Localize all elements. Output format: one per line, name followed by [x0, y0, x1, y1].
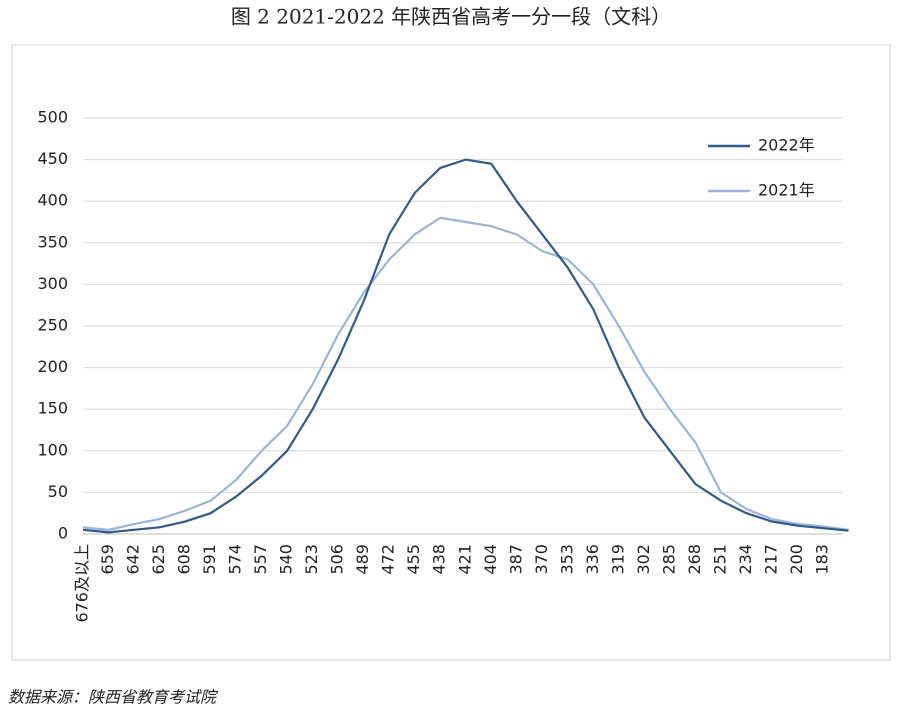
x-tick-label: 455: [404, 544, 423, 575]
x-tick-label: 540: [277, 544, 296, 575]
x-tick-label: 370: [532, 544, 551, 575]
x-tick-label: 251: [710, 544, 729, 575]
legend-label: 2022年: [758, 136, 815, 155]
x-tick-label: 472: [379, 544, 398, 575]
data-line: [82, 158, 849, 534]
x-tick-label: 574: [226, 544, 245, 575]
x-tick-label: 506: [328, 544, 347, 575]
x-tick-label: 268: [685, 544, 704, 575]
source-note: 数据来源：陕西省教育考试院: [8, 688, 219, 707]
y-tick-label: 200: [37, 357, 68, 376]
x-tick-label: 302: [634, 544, 653, 575]
x-tick-label: 285: [659, 544, 678, 575]
x-tick-label: 319: [608, 544, 627, 575]
x-tick-label: 353: [557, 544, 576, 575]
y-tick-label: 500: [37, 108, 68, 127]
x-tick-label: 625: [149, 544, 168, 575]
x-tick-label: 200: [787, 544, 806, 575]
x-tick-label: 608: [175, 544, 194, 575]
x-tick-label: 234: [736, 544, 755, 575]
chart-frame: [11, 44, 891, 661]
y-tick-label: 350: [37, 232, 68, 251]
x-tick-label: 523: [302, 544, 321, 575]
y-tick-label: 100: [37, 440, 68, 459]
x-tick-label: 676及以上: [73, 544, 92, 623]
x-tick-label: 183: [813, 544, 832, 575]
x-tick-label: 438: [430, 544, 449, 575]
y-tick-label: 250: [37, 316, 68, 335]
y-tick-label: 0: [58, 524, 68, 543]
y-tick-label: 450: [37, 149, 68, 168]
x-tick-label: 591: [200, 544, 219, 575]
y-tick-label: 300: [37, 274, 68, 293]
x-tick-label: 557: [251, 544, 270, 575]
data-line: [82, 216, 849, 531]
chart-title: 图 2 2021-2022 年陕西省高考一分一段（文科）: [231, 5, 671, 29]
x-tick-label: 421: [455, 544, 474, 575]
x-tick-label: 489: [353, 544, 372, 575]
x-tick-label: 336: [583, 544, 602, 575]
y-tick-label: 50: [48, 482, 68, 501]
y-tick-label: 150: [37, 399, 68, 418]
legend-label: 2021年: [758, 181, 815, 200]
x-tick-label: 659: [98, 544, 117, 575]
y-tick-label: 400: [37, 191, 68, 210]
x-tick-label: 404: [481, 544, 500, 575]
x-tick-label: 642: [124, 544, 143, 575]
x-tick-label: 217: [761, 544, 780, 575]
x-tick-label: 387: [506, 544, 525, 575]
